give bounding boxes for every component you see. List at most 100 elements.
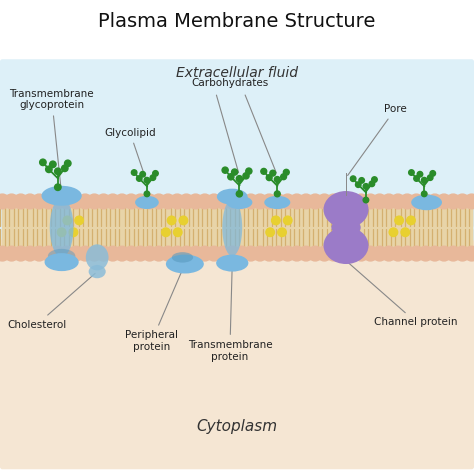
Circle shape xyxy=(216,194,230,209)
Circle shape xyxy=(326,246,341,261)
FancyBboxPatch shape xyxy=(0,239,474,469)
Circle shape xyxy=(418,246,433,261)
Circle shape xyxy=(4,194,19,209)
Circle shape xyxy=(105,194,120,209)
Circle shape xyxy=(280,194,295,209)
Circle shape xyxy=(57,228,66,237)
Circle shape xyxy=(225,246,240,261)
Circle shape xyxy=(188,246,203,261)
Circle shape xyxy=(261,168,267,174)
Circle shape xyxy=(253,246,267,261)
Text: Carbohydrates: Carbohydrates xyxy=(191,78,268,88)
Circle shape xyxy=(59,194,74,209)
Circle shape xyxy=(308,194,322,209)
Text: Plasma Membrane Structure: Plasma Membrane Structure xyxy=(98,12,376,31)
Circle shape xyxy=(222,167,228,173)
Circle shape xyxy=(59,246,74,261)
Circle shape xyxy=(372,177,377,182)
Circle shape xyxy=(87,194,102,209)
Circle shape xyxy=(274,191,280,197)
Circle shape xyxy=(133,194,148,209)
Bar xyxy=(2,208,472,247)
Circle shape xyxy=(78,246,92,261)
Circle shape xyxy=(179,194,194,209)
Circle shape xyxy=(144,177,150,183)
Circle shape xyxy=(272,216,280,225)
Circle shape xyxy=(290,194,304,209)
Circle shape xyxy=(69,228,78,237)
Circle shape xyxy=(167,216,176,225)
Circle shape xyxy=(105,246,120,261)
Circle shape xyxy=(395,216,403,225)
Text: Cytoplasm: Cytoplasm xyxy=(196,419,278,434)
Circle shape xyxy=(354,246,369,261)
Circle shape xyxy=(336,246,350,261)
Ellipse shape xyxy=(89,265,106,278)
Ellipse shape xyxy=(45,253,79,271)
Circle shape xyxy=(345,194,359,209)
Circle shape xyxy=(244,194,258,209)
Circle shape xyxy=(153,171,158,176)
Circle shape xyxy=(234,194,249,209)
Circle shape xyxy=(198,194,212,209)
Circle shape xyxy=(41,194,56,209)
Circle shape xyxy=(266,175,272,181)
Circle shape xyxy=(64,160,71,166)
Circle shape xyxy=(428,246,442,261)
Circle shape xyxy=(115,194,129,209)
Ellipse shape xyxy=(324,191,369,228)
Circle shape xyxy=(430,171,436,176)
Ellipse shape xyxy=(172,252,193,263)
Circle shape xyxy=(69,246,83,261)
Circle shape xyxy=(63,216,72,225)
Circle shape xyxy=(262,246,276,261)
Circle shape xyxy=(137,176,142,181)
Circle shape xyxy=(198,246,212,261)
Circle shape xyxy=(246,168,252,174)
Circle shape xyxy=(96,194,111,209)
Circle shape xyxy=(271,194,286,209)
Bar xyxy=(0,0,474,62)
Circle shape xyxy=(237,175,242,182)
Circle shape xyxy=(283,169,289,175)
Circle shape xyxy=(140,172,146,177)
Circle shape xyxy=(363,197,369,203)
Circle shape xyxy=(55,184,61,191)
Circle shape xyxy=(359,178,365,183)
Text: Transmembrane
protein: Transmembrane protein xyxy=(188,266,272,362)
Ellipse shape xyxy=(331,219,361,237)
Ellipse shape xyxy=(86,245,109,270)
Ellipse shape xyxy=(50,198,73,257)
Circle shape xyxy=(336,194,350,209)
Circle shape xyxy=(400,246,415,261)
Circle shape xyxy=(317,246,332,261)
Circle shape xyxy=(124,194,138,209)
Circle shape xyxy=(464,246,474,261)
Circle shape xyxy=(50,246,65,261)
Ellipse shape xyxy=(264,196,290,209)
Circle shape xyxy=(363,194,378,209)
Ellipse shape xyxy=(222,199,242,256)
Text: Cholesterol: Cholesterol xyxy=(7,273,95,330)
Circle shape xyxy=(50,161,56,168)
Circle shape xyxy=(161,246,175,261)
Circle shape xyxy=(350,176,356,182)
Text: Channel protein: Channel protein xyxy=(348,263,458,328)
Circle shape xyxy=(409,194,424,209)
Circle shape xyxy=(326,194,341,209)
Circle shape xyxy=(345,246,359,261)
Circle shape xyxy=(283,216,292,225)
Text: Peripheral
protein: Peripheral protein xyxy=(125,266,184,352)
Circle shape xyxy=(270,170,276,176)
Circle shape xyxy=(266,228,274,237)
Circle shape xyxy=(4,246,19,261)
Text: Glycolipid: Glycolipid xyxy=(104,128,156,180)
Ellipse shape xyxy=(135,196,159,209)
Circle shape xyxy=(237,191,242,197)
Ellipse shape xyxy=(48,249,75,263)
Ellipse shape xyxy=(411,194,442,210)
Circle shape xyxy=(46,166,52,173)
Circle shape xyxy=(409,170,414,175)
Circle shape xyxy=(428,194,442,209)
Ellipse shape xyxy=(324,227,369,264)
